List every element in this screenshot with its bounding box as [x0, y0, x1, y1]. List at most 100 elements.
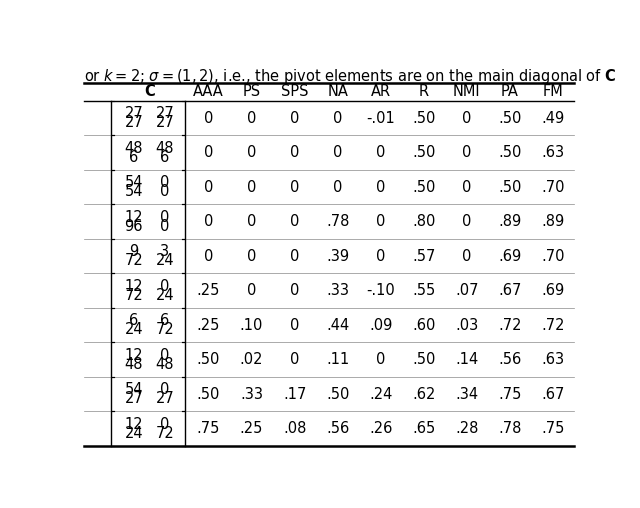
- Text: 0: 0: [160, 382, 170, 397]
- Text: 0: 0: [290, 249, 300, 264]
- Text: .78: .78: [326, 214, 349, 229]
- Text: FM: FM: [543, 84, 563, 99]
- Text: 0: 0: [160, 219, 170, 234]
- Text: .26: .26: [369, 421, 392, 436]
- Text: .72: .72: [498, 318, 522, 333]
- Text: .03: .03: [455, 318, 479, 333]
- Text: 12: 12: [125, 417, 143, 432]
- Text: .28: .28: [455, 421, 479, 436]
- Text: 54: 54: [125, 184, 143, 199]
- Text: 24: 24: [125, 322, 143, 337]
- Text: 72: 72: [125, 253, 143, 268]
- Text: 24: 24: [156, 288, 174, 303]
- Text: 6: 6: [129, 150, 138, 165]
- Text: 6: 6: [129, 313, 138, 328]
- Text: 0: 0: [290, 145, 300, 160]
- Text: .14: .14: [455, 352, 479, 367]
- Text: .50: .50: [412, 352, 435, 367]
- Text: 0: 0: [376, 352, 385, 367]
- Text: 48: 48: [125, 141, 143, 156]
- Text: 24: 24: [156, 253, 174, 268]
- Text: .75: .75: [541, 421, 564, 436]
- Text: PA: PA: [501, 84, 519, 99]
- Text: 0: 0: [160, 417, 170, 432]
- Text: SPS: SPS: [281, 84, 308, 99]
- Text: 0: 0: [160, 184, 170, 199]
- Text: .25: .25: [196, 318, 220, 333]
- Text: 96: 96: [125, 219, 143, 234]
- Text: 72: 72: [156, 426, 174, 441]
- Text: 0: 0: [247, 214, 256, 229]
- Text: .50: .50: [412, 111, 435, 126]
- Text: 27: 27: [125, 106, 143, 121]
- Text: 0: 0: [290, 214, 300, 229]
- Text: .39: .39: [326, 249, 349, 264]
- Text: 6: 6: [160, 150, 170, 165]
- Text: 48: 48: [156, 141, 174, 156]
- Text: 0: 0: [290, 180, 300, 195]
- Text: .07: .07: [455, 283, 479, 298]
- Text: 27: 27: [156, 106, 174, 121]
- Text: .70: .70: [541, 249, 564, 264]
- Text: 9: 9: [129, 244, 138, 259]
- Text: -.10: -.10: [366, 283, 395, 298]
- Text: .63: .63: [541, 352, 564, 367]
- Text: 0: 0: [462, 145, 472, 160]
- Text: .09: .09: [369, 318, 392, 333]
- Text: 0: 0: [376, 214, 385, 229]
- Text: .50: .50: [498, 180, 522, 195]
- Text: 0: 0: [290, 352, 300, 367]
- Text: .70: .70: [541, 180, 564, 195]
- Text: .67: .67: [498, 283, 522, 298]
- Text: 12: 12: [125, 279, 143, 294]
- Text: 12: 12: [125, 210, 143, 225]
- Text: 54: 54: [125, 382, 143, 397]
- Text: 12: 12: [125, 348, 143, 363]
- Text: .49: .49: [541, 111, 564, 126]
- Text: PS: PS: [243, 84, 260, 99]
- Text: 0: 0: [204, 145, 213, 160]
- Text: 0: 0: [247, 111, 256, 126]
- Text: AR: AR: [371, 84, 391, 99]
- Text: .55: .55: [412, 283, 435, 298]
- Text: .57: .57: [412, 249, 435, 264]
- Text: 0: 0: [204, 111, 213, 126]
- Text: .11: .11: [326, 352, 349, 367]
- Text: .89: .89: [541, 214, 564, 229]
- Text: NA: NA: [327, 84, 348, 99]
- Text: 0: 0: [160, 210, 170, 225]
- Text: 0: 0: [376, 249, 385, 264]
- Text: or $k = 2$; $\sigma = (1,2)$, i.e., the pivot elements are on the main diagonal : or $k = 2$; $\sigma = (1,2)$, i.e., the …: [84, 67, 616, 86]
- Text: .34: .34: [455, 387, 478, 402]
- Text: .75: .75: [196, 421, 220, 436]
- Text: .17: .17: [283, 387, 307, 402]
- Text: AAA: AAA: [193, 84, 224, 99]
- Text: 0: 0: [376, 145, 385, 160]
- Text: .33: .33: [240, 387, 263, 402]
- Text: 27: 27: [125, 391, 143, 406]
- Text: 0: 0: [247, 249, 256, 264]
- Text: .25: .25: [196, 283, 220, 298]
- Text: .50: .50: [498, 145, 522, 160]
- Text: .63: .63: [541, 145, 564, 160]
- Text: .75: .75: [498, 387, 522, 402]
- Text: .65: .65: [412, 421, 435, 436]
- Text: 0: 0: [204, 249, 213, 264]
- Text: .80: .80: [412, 214, 435, 229]
- Text: .50: .50: [196, 352, 220, 367]
- Text: 72: 72: [156, 322, 174, 337]
- Text: .44: .44: [326, 318, 349, 333]
- Text: 0: 0: [333, 145, 342, 160]
- Text: .24: .24: [369, 387, 392, 402]
- Text: 0: 0: [160, 348, 170, 363]
- Text: 72: 72: [125, 288, 143, 303]
- Text: 24: 24: [125, 426, 143, 441]
- Text: .33: .33: [326, 283, 349, 298]
- Text: -.01: -.01: [366, 111, 395, 126]
- Text: .67: .67: [541, 387, 564, 402]
- Text: .50: .50: [326, 387, 349, 402]
- Text: .50: .50: [196, 387, 220, 402]
- Text: 3: 3: [160, 244, 170, 259]
- Text: .50: .50: [412, 145, 435, 160]
- Text: R: R: [419, 84, 429, 99]
